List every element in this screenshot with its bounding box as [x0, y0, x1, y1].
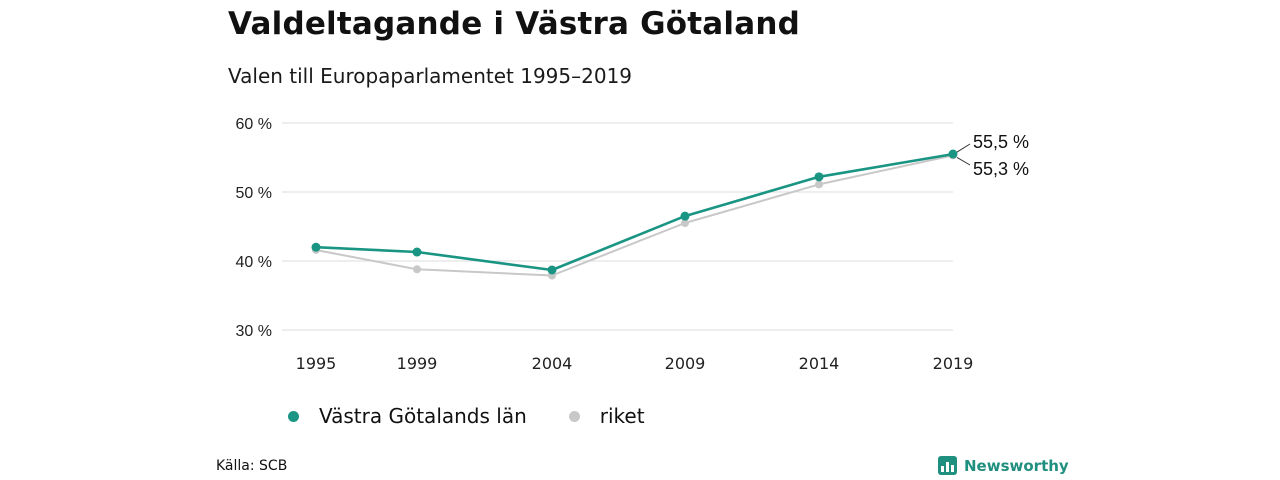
- series-line: [315, 152, 954, 272]
- x-tick-label: 2004: [532, 354, 573, 373]
- end-labels: 55,5 % 55,3 %: [956, 132, 1029, 179]
- chart-title: Valdeltagande i Västra Götaland: [228, 6, 800, 42]
- legend-item-vastra-gotaland: Västra Götalands län: [288, 404, 527, 428]
- legend-swatch-gray: [568, 410, 580, 422]
- brand-logo: Newsworthy: [938, 456, 1069, 475]
- y-tick-label: 50 %: [236, 185, 272, 202]
- leader-line: [956, 143, 971, 153]
- x-tick-label: 2014: [799, 354, 840, 373]
- legend-label: riket: [599, 404, 645, 428]
- data-point: [948, 149, 958, 159]
- data-point: [311, 242, 321, 252]
- legend-item-riket: riket: [568, 404, 645, 428]
- data-point: [413, 265, 421, 274]
- leader-line: [956, 156, 971, 166]
- end-label: 55,3 %: [973, 159, 1029, 179]
- data-point: [412, 247, 422, 257]
- chart-subtitle: Valen till Europaparlamentet 1995–2019: [228, 64, 633, 88]
- y-tick-label: 60 %: [236, 116, 272, 133]
- bar-chart-icon: [938, 456, 957, 475]
- data-point: [814, 172, 824, 182]
- data-point: [681, 219, 689, 228]
- legend-swatch-teal: [288, 410, 299, 422]
- y-tick-label: 40 %: [236, 254, 272, 271]
- x-tick-label: 2019: [933, 354, 974, 373]
- brand-name: Newsworthy: [964, 456, 1069, 475]
- legend: Västra Götalands län riket: [288, 404, 687, 428]
- x-tick-label: 1999: [397, 354, 438, 373]
- gridlines: [282, 122, 953, 331]
- series-points: [311, 149, 958, 280]
- series-lines: [315, 152, 954, 277]
- data-point: [547, 265, 557, 275]
- y-axis-labels: 30 % 40 % 50 % 60 %: [236, 116, 272, 340]
- y-tick-label: 30 %: [236, 323, 272, 340]
- data-point: [680, 211, 690, 221]
- end-label: 55,5 %: [973, 132, 1029, 152]
- source-note: Källa: SCB: [216, 458, 288, 474]
- legend-label: Västra Götalands län: [319, 404, 527, 428]
- data-point: [815, 180, 823, 189]
- x-axis-labels: 1995 1999 2004 2009 2014 2019: [296, 354, 974, 373]
- series-line: [315, 154, 954, 277]
- x-tick-label: 1995: [296, 354, 337, 373]
- x-tick-label: 2009: [665, 354, 706, 373]
